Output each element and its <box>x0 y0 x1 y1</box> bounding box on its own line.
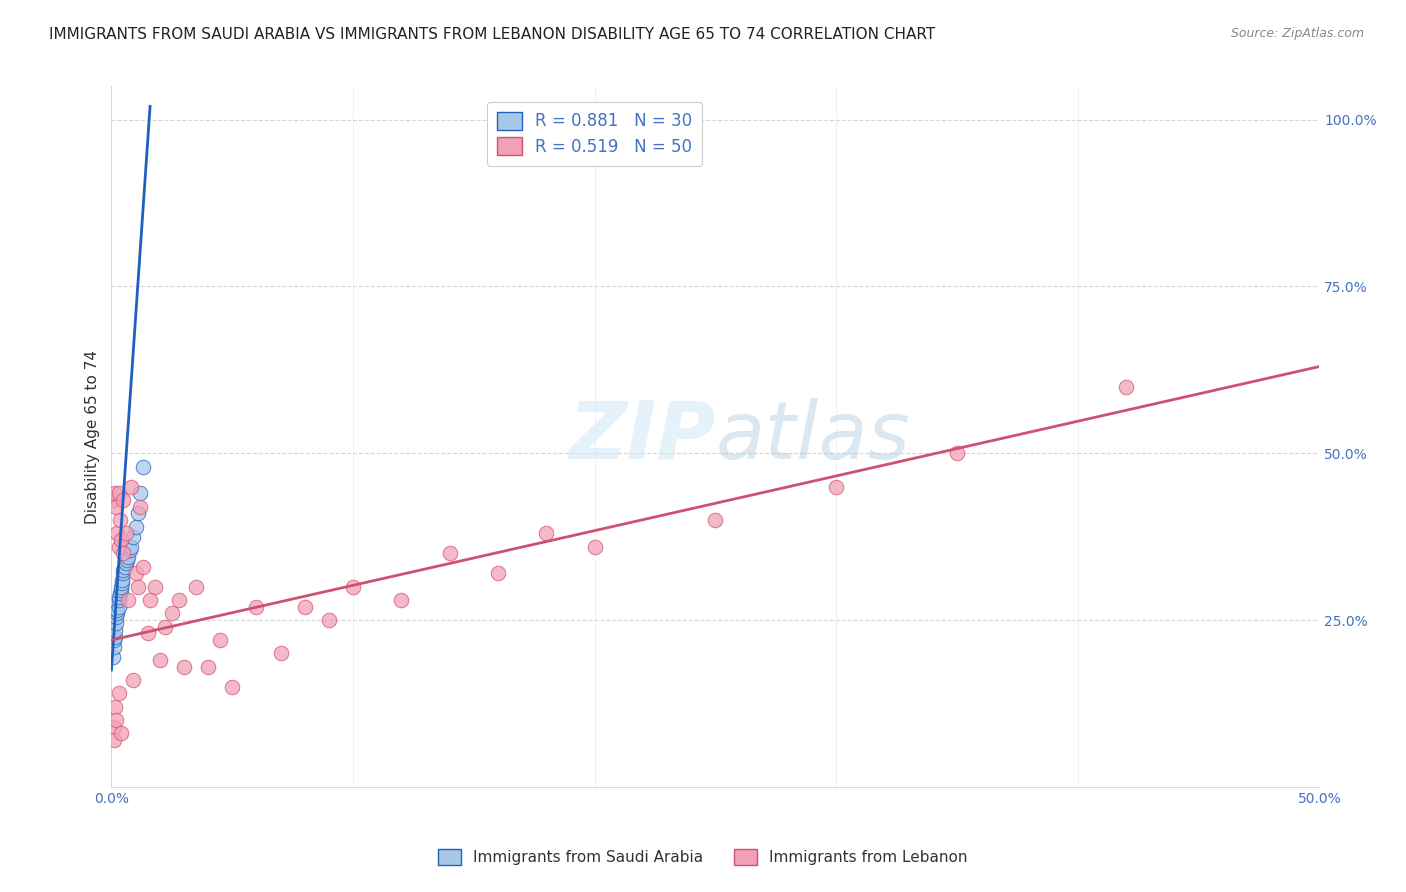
Legend: Immigrants from Saudi Arabia, Immigrants from Lebanon: Immigrants from Saudi Arabia, Immigrants… <box>432 843 974 871</box>
Point <box>946 446 969 460</box>
Point <box>101 492 124 507</box>
Point <box>129 486 152 500</box>
Point <box>439 546 461 560</box>
Point <box>107 603 129 617</box>
Point <box>124 519 146 533</box>
Point <box>104 699 127 714</box>
Point <box>107 599 129 614</box>
Point <box>132 559 155 574</box>
Point <box>104 486 127 500</box>
Point <box>112 546 135 560</box>
Point <box>105 616 128 631</box>
Point <box>294 599 316 614</box>
Point <box>342 580 364 594</box>
Point <box>107 526 129 541</box>
Point <box>139 593 162 607</box>
Point <box>160 607 183 621</box>
Point <box>108 586 131 600</box>
Point <box>209 633 232 648</box>
Point <box>129 500 152 514</box>
Point <box>107 593 129 607</box>
Point <box>184 580 207 594</box>
Point <box>112 563 135 577</box>
Text: Source: ZipAtlas.com: Source: ZipAtlas.com <box>1230 27 1364 40</box>
Point <box>318 613 340 627</box>
Point <box>107 686 129 700</box>
Text: atlas: atlas <box>716 398 910 475</box>
Point <box>110 576 132 591</box>
Point <box>127 506 149 520</box>
Point <box>107 540 129 554</box>
Point <box>117 549 139 564</box>
Point <box>104 630 127 644</box>
Point <box>117 593 139 607</box>
Point <box>153 620 176 634</box>
Point <box>115 526 138 541</box>
Point <box>114 559 136 574</box>
Point <box>111 573 134 587</box>
Text: ZIP: ZIP <box>568 398 716 475</box>
Point <box>136 626 159 640</box>
Point <box>103 733 125 747</box>
Point <box>110 533 132 547</box>
Point <box>115 553 138 567</box>
Point <box>583 540 606 554</box>
Point <box>120 480 142 494</box>
Point <box>103 720 125 734</box>
Point <box>112 566 135 581</box>
Point <box>105 500 128 514</box>
Point <box>107 486 129 500</box>
Point <box>173 659 195 673</box>
Point <box>197 659 219 673</box>
Point <box>105 607 128 621</box>
Point <box>110 580 132 594</box>
Point <box>486 566 509 581</box>
Point <box>704 513 727 527</box>
Point <box>104 623 127 637</box>
Point <box>120 540 142 554</box>
Point <box>103 633 125 648</box>
Point <box>221 680 243 694</box>
Point <box>270 646 292 660</box>
Point <box>103 649 125 664</box>
Point <box>1115 379 1137 393</box>
Point <box>149 653 172 667</box>
Point <box>103 640 125 654</box>
Point <box>118 543 141 558</box>
Point <box>110 582 132 597</box>
Point <box>167 593 190 607</box>
Point <box>132 459 155 474</box>
Point <box>122 530 145 544</box>
Point <box>108 590 131 604</box>
Point <box>105 713 128 727</box>
Y-axis label: Disability Age 65 to 74: Disability Age 65 to 74 <box>86 350 100 524</box>
Point <box>389 593 412 607</box>
Point <box>127 580 149 594</box>
Point <box>112 492 135 507</box>
Point <box>143 580 166 594</box>
Legend: R = 0.881   N = 30, R = 0.519   N = 50: R = 0.881 N = 30, R = 0.519 N = 50 <box>486 102 703 166</box>
Point <box>122 673 145 687</box>
Point <box>115 557 138 571</box>
Point <box>825 480 848 494</box>
Point <box>124 566 146 581</box>
Point <box>110 726 132 740</box>
Point <box>536 526 558 541</box>
Point <box>105 609 128 624</box>
Point <box>245 599 267 614</box>
Point <box>108 513 131 527</box>
Text: IMMIGRANTS FROM SAUDI ARABIA VS IMMIGRANTS FROM LEBANON DISABILITY AGE 65 TO 74 : IMMIGRANTS FROM SAUDI ARABIA VS IMMIGRAN… <box>49 27 935 42</box>
